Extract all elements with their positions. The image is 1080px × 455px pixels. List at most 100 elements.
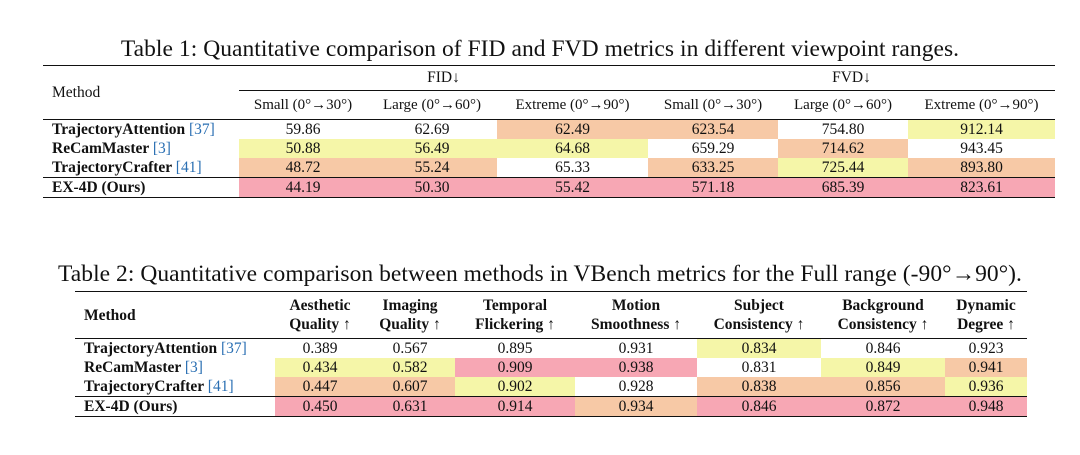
metric-cell: 725.44 bbox=[778, 158, 908, 178]
metric-cell: 754.80 bbox=[778, 119, 908, 139]
metric-cell: 0.846 bbox=[821, 338, 945, 358]
header-line-1: Aesthetic bbox=[289, 297, 351, 314]
table-row: TrajectoryAttention [37] 0.389 0.567 0.895 0… bbox=[75, 338, 1027, 359]
header-subject-consistency: Subject Consistency ↑ bbox=[697, 292, 821, 339]
subheader-fid-small: Small (0°→30°) bbox=[239, 90, 367, 120]
method-header: Method bbox=[43, 65, 239, 120]
table-row: TrajectoryCrafter [41] 0.447 0.607 0.902 0.9… bbox=[75, 377, 1027, 397]
metric-cell: 0.834 bbox=[697, 338, 821, 358]
metric-cell: 714.62 bbox=[778, 139, 908, 158]
metric-cell: 943.45 bbox=[908, 139, 1055, 158]
metric-cell: 0.928 bbox=[575, 377, 697, 397]
header-background-consistency: Background Consistency ↑ bbox=[821, 292, 945, 339]
table1-body: TrajectoryAttention [37] 59.86 62.69 62.49 6… bbox=[43, 119, 1055, 198]
method-name: ReCamMaster [3] bbox=[43, 139, 239, 158]
metric-cell: 0.838 bbox=[697, 377, 821, 397]
citation-link[interactable]: [41] bbox=[175, 159, 202, 176]
subheader-fvd-extreme: Extreme (0°→90°) bbox=[908, 90, 1055, 120]
method-name: TrajectoryAttention [37] bbox=[75, 339, 275, 359]
metric-cell: 0.934 bbox=[575, 396, 697, 417]
metric-cell: 50.88 bbox=[239, 139, 367, 158]
header-line-2: Quality ↑ bbox=[289, 316, 351, 333]
metric-cell: 571.18 bbox=[648, 177, 778, 198]
header-line-1: Background bbox=[842, 297, 924, 314]
metric-cell: 0.856 bbox=[821, 377, 945, 397]
method-label: EX-4D (Ours) bbox=[52, 179, 146, 196]
header-line-2: Quality ↑ bbox=[379, 316, 441, 333]
metric-cell: 0.846 bbox=[697, 396, 821, 417]
table-row: EX-4D (Ours) 44.19 50.30 55.42 571.18 685.39 8… bbox=[43, 177, 1055, 198]
metric-cell: 48.72 bbox=[239, 158, 367, 178]
table2-caption: Table 2: Quantitative comparison between… bbox=[58, 261, 1022, 287]
table2-body: TrajectoryAttention [37] 0.389 0.567 0.895 0… bbox=[75, 338, 1027, 417]
subheader-fid-extreme: Extreme (0°→90°) bbox=[497, 90, 648, 120]
method-name: EX-4D (Ours) bbox=[75, 396, 275, 417]
subheader-fvd-small: Small (0°→30°) bbox=[648, 90, 778, 120]
metric-cell: 65.33 bbox=[497, 158, 648, 178]
citation-link[interactable]: [3] bbox=[152, 140, 171, 157]
metric-cell: 0.831 bbox=[697, 358, 821, 377]
method-label: TrajectoryAttention bbox=[84, 340, 218, 357]
table-row: ReCamMaster [3] 50.88 56.49 64.68 659.29 714.… bbox=[43, 139, 1055, 158]
method-label: EX-4D (Ours) bbox=[84, 398, 178, 415]
header-line-1: Imaging bbox=[382, 297, 438, 314]
metric-cell: 823.61 bbox=[908, 177, 1055, 198]
table1-caption: Table 1: Quantitative comparison of FID … bbox=[120, 36, 960, 62]
metric-cell: 633.25 bbox=[648, 158, 778, 178]
method-label: ReCamMaster bbox=[84, 359, 181, 376]
header-imaging-quality: Imaging Quality ↑ bbox=[365, 292, 455, 339]
metric-cell: 0.948 bbox=[945, 396, 1027, 417]
citation-link[interactable]: [37] bbox=[189, 121, 215, 138]
metric-cell: 0.389 bbox=[275, 338, 365, 358]
citation-link[interactable]: [37] bbox=[221, 340, 247, 357]
metric-cell: 64.68 bbox=[497, 139, 648, 158]
header-line-2: Smoothness ↑ bbox=[590, 316, 681, 333]
metric-cell: 62.69 bbox=[367, 119, 497, 139]
header-line-1: Dynamic bbox=[956, 297, 1016, 314]
metric-cell: 0.902 bbox=[455, 377, 575, 397]
header-line-2: Flickering ↑ bbox=[475, 316, 555, 333]
table-row: EX-4D (Ours) 0.450 0.631 0.914 0.934 0.846 0.8… bbox=[75, 396, 1027, 417]
header-motion-smoothness: Motion Smoothness ↑ bbox=[575, 292, 697, 339]
metric-cell: 44.19 bbox=[239, 177, 367, 198]
metric-cell: 0.434 bbox=[275, 358, 365, 377]
method-name: TrajectoryAttention [37] bbox=[43, 120, 239, 140]
metric-cell: 62.49 bbox=[497, 119, 648, 139]
metric-cell: 0.567 bbox=[365, 338, 455, 358]
method-label: TrajectoryAttention bbox=[52, 121, 186, 138]
table-row: ReCamMaster [3] 0.434 0.582 0.909 0.938 0.831… bbox=[75, 358, 1027, 377]
metric-cell: 0.895 bbox=[455, 338, 575, 358]
header-temporal-flickering: Temporal Flickering ↑ bbox=[455, 292, 575, 339]
table-row: TrajectoryCrafter [41] 48.72 55.24 65.33 633… bbox=[43, 158, 1055, 178]
metric-cell: 0.936 bbox=[945, 377, 1027, 397]
metric-cell: 0.631 bbox=[365, 396, 455, 417]
header-line-2: Degree ↑ bbox=[957, 316, 1015, 333]
table-row: TrajectoryAttention [37] 59.86 62.69 62.49 6… bbox=[43, 119, 1055, 140]
header-line-1: Motion bbox=[611, 297, 661, 314]
header-line-1: Temporal bbox=[482, 297, 547, 314]
metric-cell: 0.941 bbox=[945, 358, 1027, 377]
metric-cell: 0.849 bbox=[821, 358, 945, 377]
metric-cell: 685.39 bbox=[778, 177, 908, 198]
method-name: ReCamMaster [3] bbox=[75, 358, 275, 377]
citation-link[interactable]: [41] bbox=[207, 378, 234, 395]
header-dynamic-degree: Dynamic Degree ↑ bbox=[945, 292, 1027, 339]
method-name: TrajectoryCrafter [41] bbox=[75, 377, 275, 397]
metric-cell: 0.447 bbox=[275, 377, 365, 397]
header-aesthetic-quality: Aesthetic Quality ↑ bbox=[275, 292, 365, 339]
metric-cell: 0.923 bbox=[945, 338, 1027, 358]
metric-cell: 0.909 bbox=[455, 358, 575, 377]
citation-link[interactable]: [3] bbox=[184, 359, 203, 376]
method-name: TrajectoryCrafter [41] bbox=[43, 158, 239, 178]
header-line-2: Consistency ↑ bbox=[713, 316, 805, 333]
method-label: TrajectoryCrafter bbox=[84, 378, 204, 395]
metric-cell: 659.29 bbox=[648, 139, 778, 158]
metric-cell: 912.14 bbox=[908, 119, 1055, 139]
method-header: Method bbox=[84, 306, 136, 324]
metric-cell: 55.24 bbox=[367, 158, 497, 178]
metric-cell: 0.938 bbox=[575, 358, 697, 377]
method-label: TrajectoryCrafter bbox=[52, 159, 172, 176]
metric-cell: 55.42 bbox=[497, 177, 648, 198]
metric-cell: 623.54 bbox=[648, 119, 778, 139]
method-name: EX-4D (Ours) bbox=[43, 177, 239, 198]
